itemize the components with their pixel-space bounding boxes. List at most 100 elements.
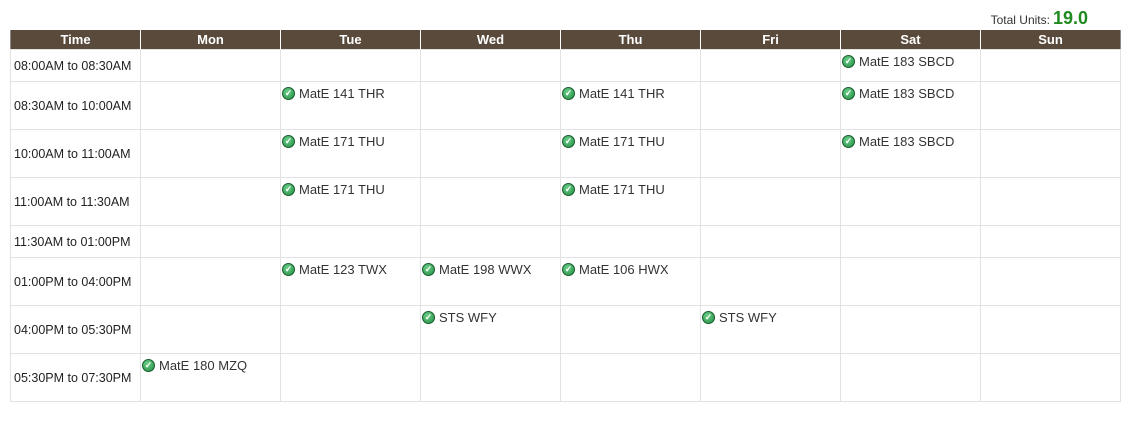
cell-mon: ✓ MatE 180 MZQ [140,353,281,402]
cell-sun [980,81,1121,130]
class-entry-label: STS WFY [439,310,497,325]
total-units-label: Total Units: [990,13,1050,27]
time-slot: 11:00AM to 11:30AM [10,177,141,226]
header-row: Time Mon Tue Wed Thu Fri Sat Sun [10,30,1121,50]
cell-fri [700,257,841,306]
header-time: Time [10,30,141,50]
class-entry-label: MatE 141 THR [579,86,665,101]
check-circle-icon: ✓ [282,263,295,276]
cell-mon [140,177,281,226]
check-circle-icon: ✓ [282,87,295,100]
schedule-body: 08:00AM to 08:30AM ✓ MatE 183 SBCD 08:30AM … [10,49,1121,402]
cell-mon [140,49,281,82]
class-entry[interactable]: ✓ MatE 198 WWX [422,262,560,277]
cell-wed: ✓ STS WFY [420,305,561,354]
table-row: 08:00AM to 08:30AM ✓ MatE 183 SBCD [10,49,1121,82]
header-wed: Wed [420,30,561,50]
schedule-table: Time Mon Tue Wed Thu Fri Sat Sun 08:00AM… [10,30,1121,402]
class-entry-label: MatE 171 THU [579,182,665,197]
class-entry-label: MatE 171 THU [299,134,385,149]
header-sun: Sun [980,30,1121,50]
total-units-value: 19.0 [1052,8,1088,28]
cell-mon [140,305,281,354]
header-thu: Thu [560,30,701,50]
class-entry[interactable]: ✓ MatE 171 THU [562,134,700,149]
table-row: 04:00PM to 05:30PM ✓ STS WFY ✓ STS WFY [10,305,1121,354]
cell-tue [280,353,421,402]
cell-wed [420,81,561,130]
class-entry[interactable]: ✓ MatE 183 SBCD [842,54,980,69]
class-entry[interactable]: ✓ MatE 106 HWX [562,262,700,277]
cell-tue: ✓ MatE 171 THU [280,129,421,178]
total-units: Total Units: 19.0 [991,8,1088,29]
header-mon: Mon [140,30,281,50]
time-slot: 01:00PM to 04:00PM [10,257,141,306]
cell-fri [700,49,841,82]
cell-fri [700,177,841,226]
class-entry[interactable]: ✓ STS WFY [422,310,560,325]
cell-thu: ✓ MatE 106 HWX [560,257,701,306]
cell-sun [980,353,1121,402]
cell-sun [980,257,1121,306]
check-circle-icon: ✓ [562,87,575,100]
cell-mon [140,81,281,130]
class-entry[interactable]: ✓ MatE 171 THU [562,182,700,197]
cell-fri [700,129,841,178]
cell-sat [840,177,981,226]
class-entry-label: MatE 183 SBCD [859,134,955,149]
check-circle-icon: ✓ [702,311,715,324]
cell-sat: ✓ MatE 183 SBCD [840,129,981,178]
table-row: 11:00AM to 11:30AM ✓ MatE 171 THU ✓ MatE 171… [10,177,1121,226]
class-entry[interactable]: ✓ MatE 180 MZQ [142,358,280,373]
cell-tue: ✓ MatE 171 THU [280,177,421,226]
class-entry-label: MatE 183 SBCD [859,86,955,101]
cell-wed [420,177,561,226]
check-circle-icon: ✓ [562,183,575,196]
check-circle-icon: ✓ [422,311,435,324]
cell-tue: ✓ MatE 141 THR [280,81,421,130]
class-entry[interactable]: ✓ MatE 171 THU [282,134,420,149]
cell-mon [140,129,281,178]
cell-thu: ✓ MatE 141 THR [560,81,701,130]
time-slot: 08:00AM to 08:30AM [10,49,141,82]
cell-thu: ✓ MatE 171 THU [560,177,701,226]
class-entry[interactable]: ✓ MatE 141 THR [562,86,700,101]
cell-sun [980,225,1121,258]
cell-thu [560,305,701,354]
cell-wed [420,129,561,178]
cell-wed [420,49,561,82]
cell-fri [700,81,841,130]
cell-tue [280,49,421,82]
class-entry-label: MatE 141 THR [299,86,385,101]
cell-sun [980,129,1121,178]
class-entry-label: MatE 171 THU [299,182,385,197]
class-entry[interactable]: ✓ MatE 183 SBCD [842,134,980,149]
class-entry-label: MatE 123 TWX [299,262,387,277]
cell-thu: ✓ MatE 171 THU [560,129,701,178]
time-slot: 04:00PM to 05:30PM [10,305,141,354]
check-circle-icon: ✓ [842,135,855,148]
class-entry[interactable]: ✓ MatE 183 SBCD [842,86,980,101]
cell-sat [840,225,981,258]
cell-thu [560,353,701,402]
cell-sun [980,305,1121,354]
cell-fri [700,225,841,258]
cell-mon [140,225,281,258]
cell-thu [560,225,701,258]
cell-sat [840,305,981,354]
check-circle-icon: ✓ [142,359,155,372]
class-entry[interactable]: ✓ MatE 141 THR [282,86,420,101]
table-row: 08:30AM to 10:00AM ✓ MatE 141 THR ✓ MatE 141… [10,81,1121,130]
check-circle-icon: ✓ [562,135,575,148]
time-slot: 11:30AM to 01:00PM [10,225,141,258]
check-circle-icon: ✓ [282,135,295,148]
cell-wed [420,225,561,258]
cell-mon [140,257,281,306]
class-entry[interactable]: ✓ MatE 171 THU [282,182,420,197]
cell-tue [280,225,421,258]
class-entry[interactable]: ✓ MatE 123 TWX [282,262,420,277]
table-row: 05:30PM to 07:30PM ✓ MatE 180 MZQ [10,353,1121,402]
cell-wed [420,353,561,402]
class-entry[interactable]: ✓ STS WFY [702,310,840,325]
time-slot: 10:00AM to 11:00AM [10,129,141,178]
